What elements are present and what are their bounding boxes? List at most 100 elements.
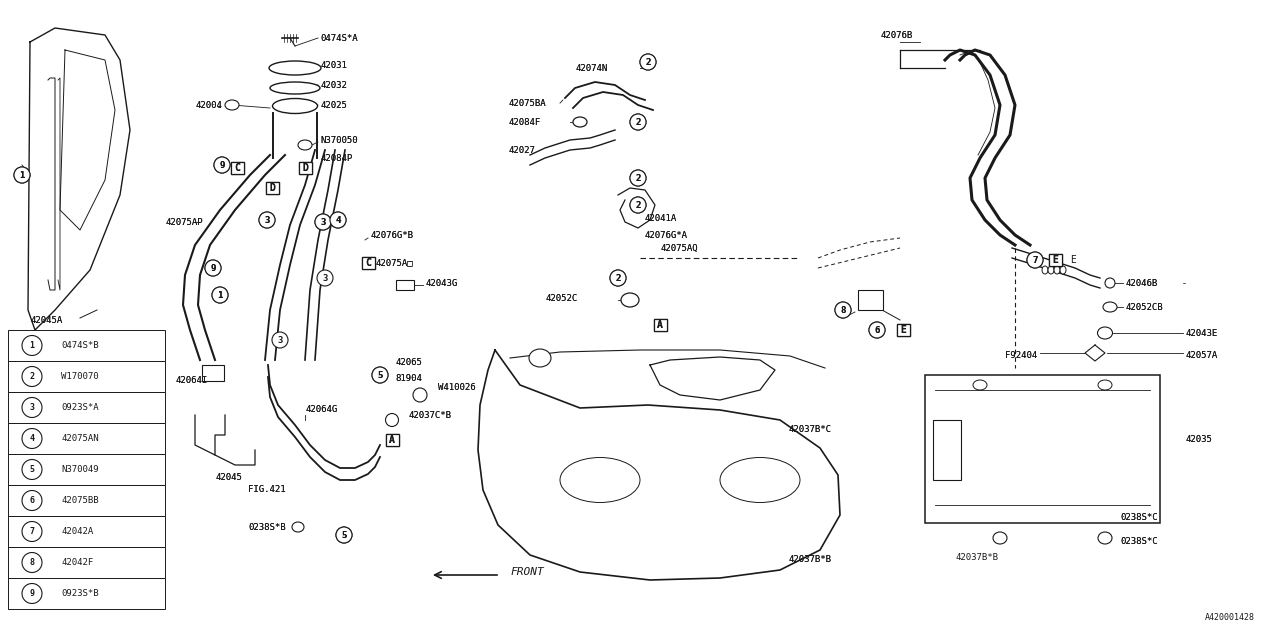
Bar [361, 257, 375, 269]
Ellipse shape [1060, 266, 1066, 274]
Text: 6: 6 [29, 496, 35, 505]
Text: 2: 2 [616, 273, 621, 282]
Bar [385, 434, 398, 446]
Ellipse shape [721, 458, 800, 502]
Bar [654, 319, 667, 331]
Circle shape [640, 54, 657, 70]
Bar [1048, 254, 1061, 266]
Text: 2: 2 [635, 200, 641, 209]
Text: 2: 2 [645, 58, 650, 67]
Bar [396, 280, 413, 290]
Bar [298, 162, 311, 174]
Text: FRONT: FRONT [509, 567, 544, 577]
Bar [202, 365, 224, 381]
Text: 42075AP: 42075AP [165, 218, 202, 227]
Text: F92404: F92404 [1005, 351, 1037, 360]
Text: FIG.421: FIG.421 [248, 486, 285, 495]
Text: 2: 2 [635, 173, 641, 182]
Text: 42076G*A: 42076G*A [644, 230, 687, 239]
Circle shape [214, 157, 230, 173]
Text: 42064I: 42064I [175, 376, 207, 385]
Circle shape [330, 212, 346, 228]
Text: 42004: 42004 [195, 100, 221, 109]
Text: 1: 1 [218, 291, 223, 300]
Text: 5: 5 [29, 465, 35, 474]
Bar [933, 420, 961, 480]
Ellipse shape [529, 349, 550, 367]
Circle shape [640, 54, 657, 70]
Circle shape [337, 527, 352, 543]
Text: 7: 7 [29, 527, 35, 536]
Circle shape [630, 170, 646, 186]
Text: 3: 3 [264, 216, 270, 225]
Circle shape [315, 214, 332, 230]
Ellipse shape [1105, 278, 1115, 288]
Text: 42037C*B: 42037C*B [408, 410, 451, 419]
Text: 42075A□: 42075A□ [375, 259, 412, 268]
Ellipse shape [273, 99, 317, 113]
Text: 2: 2 [635, 118, 641, 127]
Text: 2: 2 [29, 372, 35, 381]
Circle shape [630, 114, 646, 130]
Circle shape [22, 460, 42, 479]
Circle shape [259, 212, 275, 228]
Text: 42076B: 42076B [881, 31, 913, 40]
Text: 6: 6 [874, 326, 879, 335]
Circle shape [835, 302, 851, 318]
Circle shape [611, 270, 626, 286]
Text: F92404: F92404 [1005, 351, 1037, 360]
Circle shape [22, 552, 42, 573]
Ellipse shape [561, 458, 640, 502]
Text: 0238S*C: 0238S*C [1120, 513, 1157, 522]
Ellipse shape [270, 82, 320, 94]
Text: D: D [302, 163, 308, 173]
Text: 42057A: 42057A [1185, 351, 1217, 360]
Text: 4: 4 [335, 216, 340, 225]
Text: C: C [234, 163, 239, 173]
Text: W410026: W410026 [438, 383, 476, 392]
Text: 42076G*B: 42076G*B [370, 230, 413, 239]
Circle shape [1027, 252, 1043, 268]
Text: 42037B*C: 42037B*C [788, 426, 831, 435]
Text: 42027: 42027 [508, 145, 535, 154]
Text: N370050: N370050 [320, 136, 357, 145]
Ellipse shape [298, 140, 312, 150]
Circle shape [630, 197, 646, 213]
Text: 42043E: 42043E [1185, 328, 1217, 337]
Text: 42037B*C: 42037B*C [788, 426, 831, 435]
Text: 42042F: 42042F [61, 558, 93, 567]
Text: 3: 3 [323, 273, 328, 282]
Text: 42052C: 42052C [545, 294, 577, 303]
Ellipse shape [1098, 532, 1112, 544]
Text: 42004: 42004 [195, 100, 221, 109]
Text: 42037B*B: 42037B*B [788, 556, 831, 564]
Text: 42031: 42031 [320, 61, 347, 70]
Ellipse shape [1097, 327, 1112, 339]
Text: 42052CB: 42052CB [1125, 303, 1162, 312]
Circle shape [14, 167, 29, 183]
Text: E: E [900, 325, 906, 335]
Text: 42043G: 42043G [425, 278, 457, 287]
Text: 0474S*B: 0474S*B [61, 341, 99, 350]
Circle shape [205, 260, 221, 276]
Text: 42043E: 42043E [1185, 328, 1217, 337]
Text: 4: 4 [335, 216, 340, 225]
Bar [8, 485, 165, 516]
Ellipse shape [413, 388, 428, 402]
Text: A420001428: A420001428 [1204, 614, 1254, 623]
Text: 5: 5 [378, 371, 383, 380]
Bar [8, 361, 165, 392]
Text: 5: 5 [342, 531, 347, 540]
Text: 3: 3 [278, 335, 283, 344]
Ellipse shape [1103, 302, 1117, 312]
Ellipse shape [18, 175, 26, 179]
Bar [654, 319, 667, 331]
Text: 42052CB: 42052CB [1125, 303, 1162, 312]
Circle shape [1027, 252, 1043, 268]
Text: D: D [269, 183, 275, 193]
Circle shape [372, 367, 388, 383]
Text: 6: 6 [874, 326, 879, 335]
Circle shape [259, 212, 275, 228]
Text: W410026: W410026 [438, 383, 476, 392]
Text: 0923S*B: 0923S*B [61, 589, 99, 598]
